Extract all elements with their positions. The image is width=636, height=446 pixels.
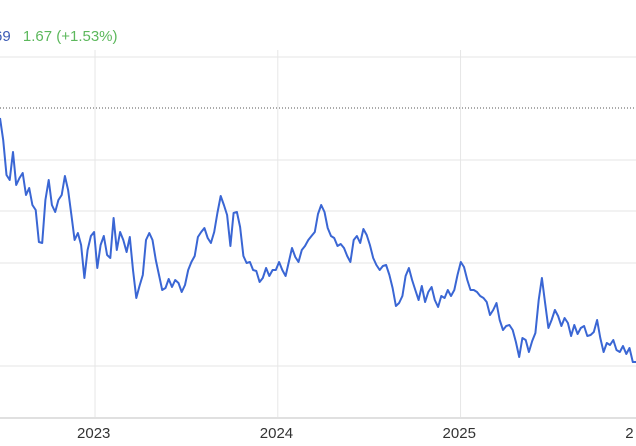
x-tick-label: 2024 <box>260 425 293 442</box>
quote-header: 69 1.67 (+1.53%) <box>0 28 118 45</box>
price-change: 1.67 (+1.53%) <box>22 28 118 45</box>
x-tick-label: 2025 <box>443 425 476 442</box>
price-line-series <box>0 117 636 363</box>
x-tick-label: 2023 <box>77 425 110 442</box>
x-tick-label: 2 <box>625 425 633 442</box>
price-value: 69 <box>0 28 11 45</box>
